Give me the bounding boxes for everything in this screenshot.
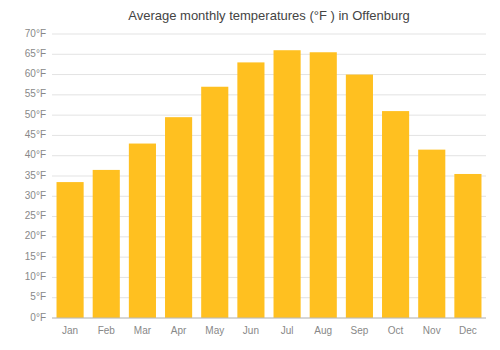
bar xyxy=(201,87,228,318)
y-tick-label: 20°F xyxy=(25,230,46,241)
x-tick-label: Jul xyxy=(281,325,294,336)
x-tick-label: Nov xyxy=(423,325,441,336)
bar xyxy=(382,111,409,318)
x-tick-label: Feb xyxy=(98,325,116,336)
y-tick-label: 30°F xyxy=(25,190,46,201)
y-tick-label: 35°F xyxy=(25,170,46,181)
bars xyxy=(57,50,482,318)
bar xyxy=(346,75,373,318)
chart-container: 0°F 5°F 10°F 15°F 20°F 25°F 30°F 35°F 40°F 45°F 50… xyxy=(0,0,500,350)
y-tick-label: 55°F xyxy=(25,88,46,99)
y-tick-label: 0°F xyxy=(30,312,46,323)
x-tick-label: Oct xyxy=(388,325,404,336)
grid-line xyxy=(52,94,486,95)
y-tick-label: 40°F xyxy=(25,149,46,160)
chart: 0°F 5°F 10°F 15°F 20°F 25°F 30°F 35°F 40°F 45°F 50… xyxy=(0,0,500,350)
grid-line xyxy=(52,318,486,319)
x-tick-label: Mar xyxy=(134,325,152,336)
bar xyxy=(310,52,337,318)
x-axis: Jan Feb Mar Apr May Jun Jul Aug Sep Oct Nov Dec xyxy=(62,325,477,336)
y-tick-label: 10°F xyxy=(25,271,46,282)
x-tick-label: May xyxy=(205,325,224,336)
bar xyxy=(454,174,481,318)
bar xyxy=(93,170,120,318)
bar xyxy=(237,62,264,318)
title: Average monthly temperatures (°F ) in Of… xyxy=(128,8,409,23)
grid-line xyxy=(52,135,486,136)
x-tick-label: Aug xyxy=(314,325,332,336)
y-tick-label: 15°F xyxy=(25,251,46,262)
bar xyxy=(129,144,156,318)
bar xyxy=(165,117,192,318)
y-tick-label: 60°F xyxy=(25,68,46,79)
bar xyxy=(57,182,84,318)
bar xyxy=(418,150,445,318)
y-tick-label: 5°F xyxy=(30,291,46,302)
grid-line xyxy=(52,74,486,75)
grid xyxy=(52,34,486,318)
x-tick-label: Jun xyxy=(243,325,259,336)
y-tick-label: 50°F xyxy=(25,109,46,120)
grid-line xyxy=(52,115,486,116)
x-tick-label: Sep xyxy=(351,325,369,336)
y-tick-label: 65°F xyxy=(25,48,46,59)
x-tick-label: Dec xyxy=(459,325,477,336)
x-tick-label: Apr xyxy=(171,325,187,336)
x-axis-line xyxy=(52,318,486,319)
y-tick-label: 25°F xyxy=(25,210,46,221)
y-axis: 0°F 5°F 10°F 15°F 20°F 25°F 30°F 35°F 40°F 45°F 50… xyxy=(25,28,46,323)
grid-line xyxy=(52,54,486,55)
grid-line xyxy=(52,34,486,35)
y-tick-label: 45°F xyxy=(25,129,46,140)
x-tick-label: Jan xyxy=(62,325,78,336)
y-tick-label: 70°F xyxy=(25,28,46,39)
bar xyxy=(274,50,301,318)
